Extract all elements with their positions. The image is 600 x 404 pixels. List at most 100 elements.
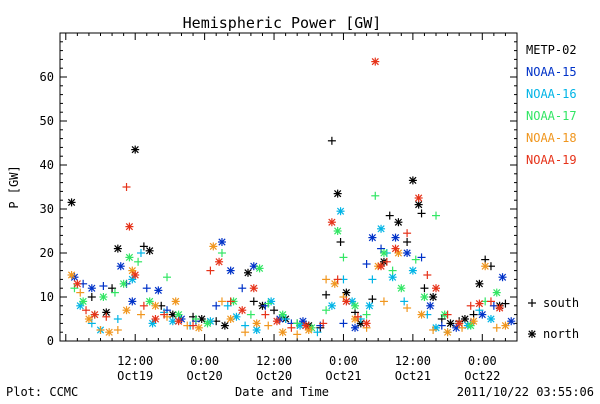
marker-key-north: north — [528, 327, 579, 341]
south-point — [87, 293, 96, 301]
north-point — [116, 262, 125, 271]
y-tick-label: 0 — [47, 334, 54, 348]
south-point — [217, 249, 226, 257]
south-point — [136, 249, 145, 257]
south-point — [417, 209, 426, 218]
south-point — [429, 326, 438, 334]
series-noaa-19 — [73, 57, 504, 332]
north-point — [397, 284, 406, 293]
north-point — [342, 297, 351, 306]
x-tick-label-time: 0:00 — [468, 354, 497, 368]
x-tick-label-time: 12:00 — [395, 354, 431, 368]
north-point — [333, 227, 342, 235]
north-point — [336, 207, 345, 216]
south-point — [122, 183, 131, 191]
south-point — [217, 297, 226, 306]
marker-key-south: south — [528, 296, 579, 310]
south-point — [110, 288, 119, 297]
north-point — [365, 301, 374, 310]
y-tick-label: 10 — [40, 290, 54, 304]
legend-entry: NOAA-19 — [526, 153, 577, 167]
north-point — [125, 222, 134, 231]
legend-entry: NOAA-16 — [526, 87, 577, 101]
south-point — [466, 301, 475, 310]
south-point — [319, 319, 328, 328]
south-point — [489, 301, 498, 310]
south-point — [246, 310, 255, 319]
south-point — [264, 321, 273, 330]
south-point — [339, 253, 348, 262]
y-axis-label: P [GW] — [7, 165, 21, 208]
south-point — [160, 310, 169, 319]
north-point — [209, 242, 218, 251]
south-point — [293, 319, 302, 328]
plot-credit: Plot: CCMC — [6, 385, 78, 399]
north-point — [498, 273, 507, 282]
south-point — [142, 284, 151, 293]
south-point — [163, 273, 172, 282]
north-point — [67, 271, 76, 279]
north-point — [351, 323, 360, 332]
south-point — [486, 297, 495, 306]
north-point — [145, 297, 154, 306]
south-point — [99, 282, 108, 290]
north-point — [408, 176, 417, 185]
north-point — [327, 218, 336, 227]
y-tick-label: 20 — [40, 246, 54, 260]
north-point — [151, 301, 160, 310]
south-point — [336, 238, 345, 246]
north-point — [99, 293, 108, 301]
north-point — [128, 275, 137, 284]
x-axis-label: Date and Time — [235, 385, 329, 399]
north-point — [67, 198, 76, 207]
north-point — [73, 279, 82, 288]
series-noaa-18 — [67, 242, 510, 339]
south-point — [443, 310, 452, 319]
north-point — [226, 266, 235, 275]
south-point — [212, 301, 221, 310]
south-point — [339, 319, 348, 328]
north-point — [220, 321, 229, 330]
south-point — [189, 321, 198, 330]
north-point — [501, 321, 510, 330]
south-point — [432, 211, 441, 220]
north-point — [304, 326, 313, 334]
legend-entry: NOAA-18 — [526, 131, 577, 145]
north-point — [333, 189, 342, 198]
north-point — [301, 321, 310, 330]
south-point — [385, 211, 394, 220]
south-point — [382, 257, 391, 266]
north-point — [131, 145, 140, 154]
north-point — [105, 328, 114, 337]
south-point — [362, 260, 371, 268]
legend-entry: METP-02 — [526, 43, 577, 57]
north-point — [429, 293, 438, 301]
north-point — [478, 310, 487, 319]
x-tick-label-time: 12:00 — [256, 354, 292, 368]
north-point — [217, 238, 226, 246]
north-point — [417, 310, 426, 319]
north-point — [408, 266, 417, 275]
south-point — [437, 321, 446, 330]
north-point — [79, 297, 88, 306]
north-point — [368, 233, 377, 242]
x-tick-label-time: 12:00 — [117, 354, 153, 368]
marker-key-label: north — [543, 327, 579, 341]
series-noaa-15 — [70, 233, 516, 332]
marker-key: south north — [528, 296, 579, 341]
south-point — [388, 266, 397, 275]
legend-entry: NOAA-17 — [526, 109, 577, 123]
south-point — [333, 275, 342, 284]
north-point — [278, 310, 287, 319]
south-point — [327, 136, 336, 145]
north-point — [148, 319, 157, 328]
north-point — [151, 315, 160, 323]
south-point — [322, 306, 331, 315]
north-point — [84, 315, 93, 323]
north-point — [249, 284, 258, 293]
south-point — [420, 284, 429, 293]
north-point — [394, 249, 403, 257]
south-point — [223, 301, 232, 310]
